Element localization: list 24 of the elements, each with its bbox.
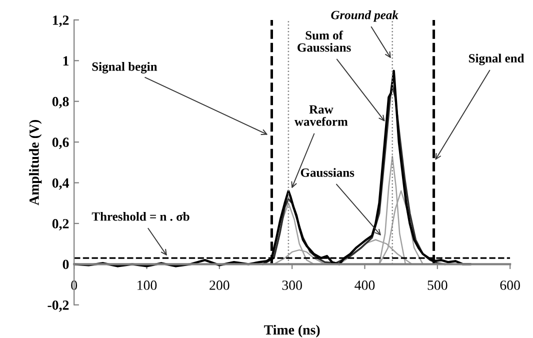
annotation: Ground peak <box>331 10 398 22</box>
y-tick-label: -0,2 <box>48 300 69 312</box>
x-tick-label: 500 <box>428 280 448 290</box>
y-tick-label: 1 <box>63 56 69 66</box>
annotation: Raw waveform <box>294 105 348 126</box>
annotation: Sum of Gaussians <box>298 30 351 52</box>
y-axis-title: Amplitude (V) <box>29 120 42 206</box>
x-axis-title: Time (ns) <box>264 324 320 338</box>
y-tick-label: 0,6 <box>52 138 69 150</box>
annotation: Signal end <box>468 54 524 66</box>
x-tick-label: 600 <box>500 280 520 290</box>
y-tick-label: 0,8 <box>52 96 69 108</box>
annotation: Signal begin <box>92 62 158 74</box>
annotation: Gaussians <box>300 168 354 177</box>
x-tick-label: 300 <box>282 280 302 290</box>
annotation: Threshold = n . σb <box>92 212 190 221</box>
x-tick-label: 200 <box>210 280 230 290</box>
y-tick-label: 1,2 <box>52 16 69 27</box>
x-tick-label: 400 <box>354 280 375 290</box>
y-tick-label: 0,4 <box>52 178 69 190</box>
x-tick-label: 0 <box>71 280 78 290</box>
x-tick-label: 100 <box>138 280 157 290</box>
y-tick-label: 0,2 <box>52 219 69 230</box>
y-tick-label: 0 <box>62 260 69 270</box>
